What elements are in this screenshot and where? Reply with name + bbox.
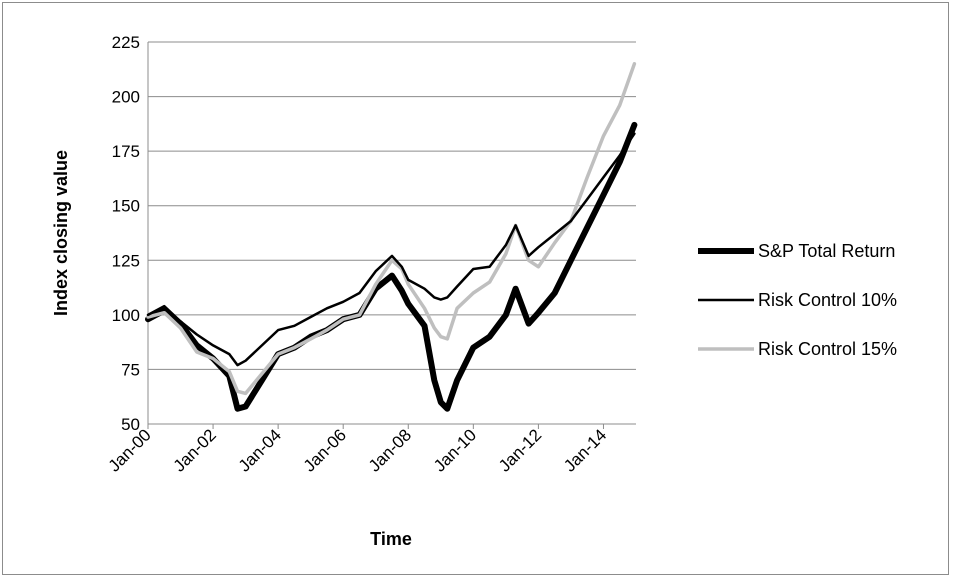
- series-line-risk-control-15-: [146, 62, 637, 396]
- y-tick-label-200: 200: [112, 88, 140, 107]
- legend-label-risk-control-10-: Risk Control 10%: [758, 290, 897, 310]
- chart-frame: [2, 2, 949, 575]
- x-tick-label-Jan-04: Jan-04: [235, 425, 285, 475]
- x-tick-labels: Jan-00 Jan-02 Jan-04 Jan-06 Jan-08 Jan-10 Jan-…: [105, 425, 611, 475]
- x-tick-label-Jan-14: Jan-14: [560, 425, 610, 475]
- y-tick-labels: 50 75 100 125 150 175 200 225: [112, 33, 140, 434]
- series-line-risk-control-10-: [146, 132, 636, 367]
- y-tick-label-50: 50: [121, 415, 140, 434]
- y-axis-title: Index closing value: [51, 150, 71, 316]
- y-tick-label-225: 225: [112, 33, 140, 52]
- series-line-s-p-total-return: [145, 121, 638, 412]
- legend-label-risk-control-15-: Risk Control 15%: [758, 339, 897, 359]
- x-tick-label-Jan-08: Jan-08: [365, 425, 415, 475]
- y-tick-label-100: 100: [112, 306, 140, 325]
- y-tick-label-125: 125: [112, 251, 140, 270]
- axes: [147, 42, 636, 429]
- x-axis-title: Time: [370, 529, 412, 549]
- y-tick-label-175: 175: [112, 142, 140, 161]
- y-tick-label-150: 150: [112, 197, 140, 216]
- x-tick-label-Jan-12: Jan-12: [495, 425, 545, 475]
- legend: S&P Total Return Risk Control 10% Risk Con…: [698, 241, 897, 359]
- x-tick-label-Jan-02: Jan-02: [170, 425, 220, 475]
- series-lines: [145, 62, 638, 412]
- y-tick-label-75: 75: [121, 360, 140, 379]
- x-tick-label-Jan-06: Jan-06: [300, 425, 350, 475]
- legend-label-s-p-total-return: S&P Total Return: [758, 241, 895, 261]
- x-tick-label-Jan-10: Jan-10: [430, 425, 480, 475]
